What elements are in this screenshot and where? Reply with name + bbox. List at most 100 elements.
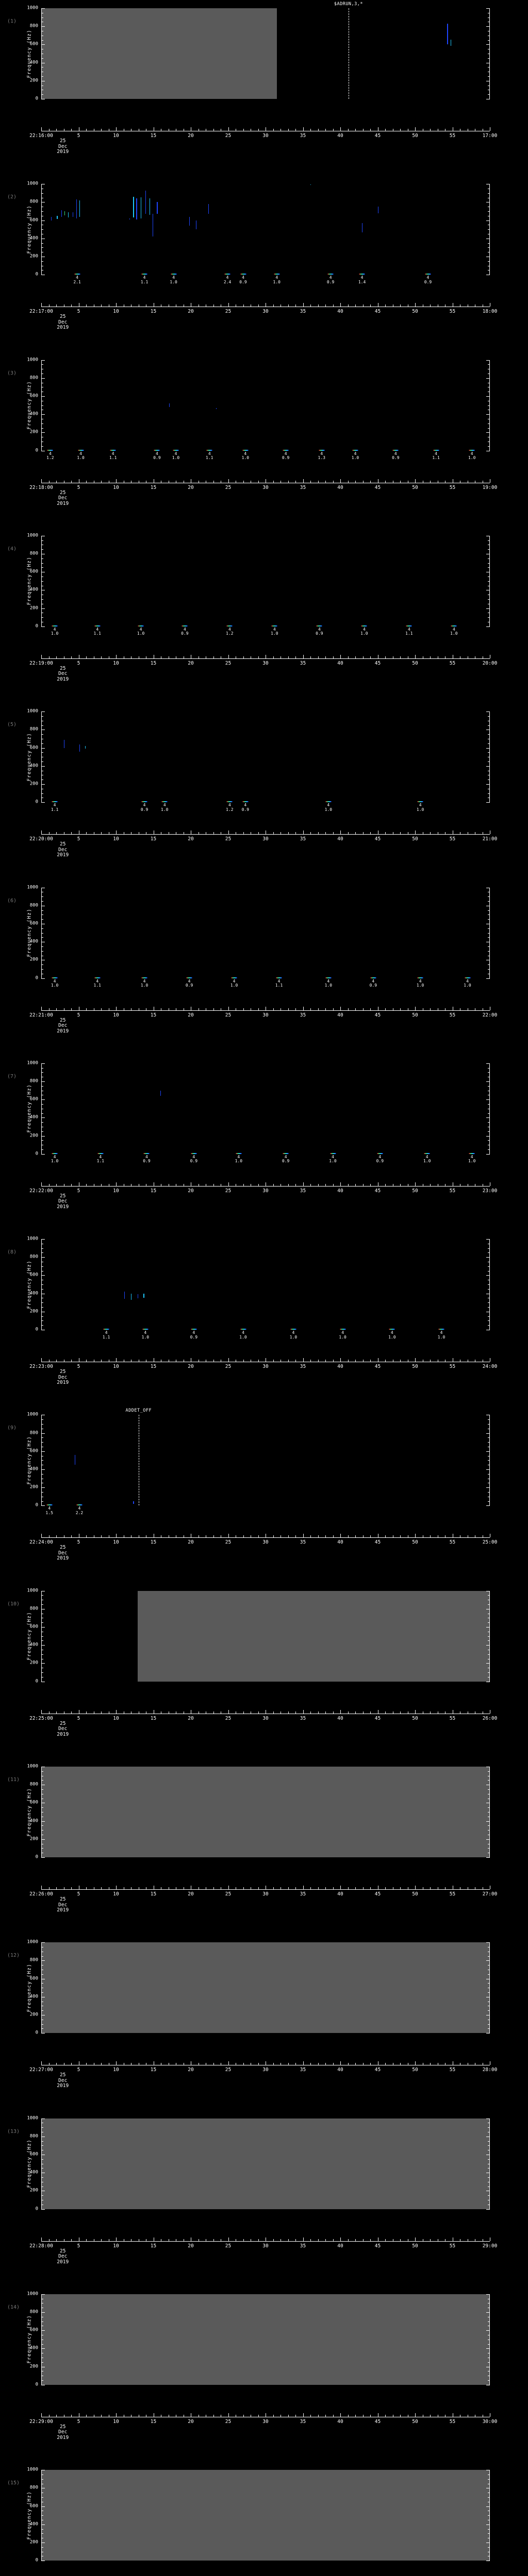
x-axis-tick-label: 5 bbox=[77, 484, 80, 490]
x-tick bbox=[333, 1008, 334, 1010]
detection-mark-label: 4 0.9 bbox=[424, 276, 432, 284]
detection-mark-label: 4 1.0 bbox=[329, 1155, 336, 1164]
x-tick bbox=[385, 832, 386, 835]
detection-mark-label: 4 0.9 bbox=[141, 803, 148, 812]
x-tick bbox=[385, 1360, 386, 1362]
detection-value: 1.0 bbox=[339, 1334, 346, 1340]
y-tick bbox=[486, 360, 490, 361]
y-tick bbox=[486, 1505, 490, 1506]
y-tick bbox=[488, 2515, 490, 2516]
y-tick bbox=[486, 2524, 490, 2525]
x-axis-tick-label: 45 bbox=[374, 2067, 381, 2073]
detection-mark bbox=[94, 977, 101, 978]
y-tick bbox=[41, 1960, 45, 1961]
detection-mark bbox=[52, 977, 58, 978]
x-tick bbox=[310, 1360, 311, 1362]
x-tick bbox=[385, 2414, 386, 2417]
mask-region bbox=[41, 2470, 490, 2561]
x-tick bbox=[56, 304, 57, 307]
y-tick bbox=[488, 716, 490, 717]
detection-mark bbox=[319, 449, 325, 451]
x-tick bbox=[362, 1711, 364, 1714]
x-tick bbox=[415, 1886, 416, 1889]
x-tick bbox=[430, 304, 431, 307]
x-tick bbox=[445, 304, 446, 307]
x-tick bbox=[348, 656, 349, 658]
x-tick bbox=[273, 656, 274, 658]
panel-14: (14) Frequency (Hz) 0 200 400 600 800 1000 22:29… bbox=[0, 2286, 528, 2462]
x-tick bbox=[340, 2061, 341, 2065]
detection-mark bbox=[161, 801, 168, 803]
x-axis-tick-label: 50 bbox=[412, 660, 418, 666]
y-tick bbox=[488, 2028, 490, 2029]
y-tick bbox=[41, 910, 43, 911]
detection-mark bbox=[78, 449, 84, 451]
x-tick bbox=[243, 1711, 244, 1714]
x-tick bbox=[213, 2239, 214, 2241]
detection-mark bbox=[47, 449, 53, 451]
x-tick bbox=[86, 1008, 87, 1010]
x-tick bbox=[318, 1887, 319, 1889]
x-axis-tick-label: 20 bbox=[188, 2243, 194, 2249]
y-tick bbox=[41, 1437, 43, 1438]
x-tick bbox=[348, 1183, 349, 1186]
detection-mark-label: 4 1.1 bbox=[109, 451, 117, 461]
detection-count: 4 bbox=[277, 978, 280, 984]
plot-area: 0 200 400 600 800 1000 4 1.0 4 1.1 4 0.9 4 0.9 4 1.0 4 0.… bbox=[27, 1061, 490, 1163]
detection-count: 4 bbox=[320, 451, 323, 456]
y-tick bbox=[41, 1627, 45, 1628]
detection-mark bbox=[94, 625, 101, 626]
x-tick bbox=[288, 2239, 289, 2241]
detection-mark-label: 4 1.0 bbox=[468, 1155, 475, 1164]
detection-count: 4 bbox=[372, 978, 375, 984]
detection-mark bbox=[433, 449, 439, 451]
x-tick bbox=[280, 1008, 281, 1010]
x-axis-tick-label: 40 bbox=[337, 1891, 343, 1897]
x-tick bbox=[385, 2239, 386, 2241]
y-tick bbox=[488, 2321, 490, 2322]
y-tick bbox=[41, 1257, 45, 1258]
y-tick-label: 600 bbox=[29, 569, 38, 574]
x-tick bbox=[86, 304, 87, 307]
x-tick bbox=[280, 129, 281, 131]
date-line: Dec bbox=[58, 143, 68, 149]
x-tick bbox=[430, 1360, 431, 1362]
y-tick-label: 600 bbox=[29, 1800, 38, 1805]
date-line: 2019 bbox=[57, 2434, 69, 2441]
x-tick bbox=[56, 1887, 57, 1889]
x-axis-tick-label: 55 bbox=[449, 2418, 456, 2425]
y-tick bbox=[486, 2506, 490, 2507]
plot-area: 0 200 400 600 800 1000 4 1.0 4 1.1 4 1.0 4 0.9 4 1.0 4 1.… bbox=[27, 885, 490, 988]
y-tick bbox=[41, 1284, 43, 1285]
mask-region bbox=[41, 1767, 490, 1857]
y-tick bbox=[486, 1942, 490, 1943]
x-tick bbox=[325, 2239, 326, 2241]
x-tick bbox=[370, 129, 371, 131]
x-axis-tick-label: 15 bbox=[150, 1012, 157, 1018]
detection-trace bbox=[133, 196, 134, 218]
detection-value: 1.3 bbox=[318, 455, 325, 461]
y-tick bbox=[41, 378, 45, 379]
detection-mark bbox=[327, 274, 334, 275]
date-line: 2019 bbox=[57, 1555, 69, 1562]
detection-value: 1.0 bbox=[450, 631, 458, 636]
y-axis-label-text: Frequency (Hz) bbox=[26, 733, 32, 782]
detection-mark bbox=[425, 274, 431, 275]
x-axis-tick-label: 55 bbox=[449, 836, 456, 842]
y-tick bbox=[41, 802, 45, 803]
detection-mark-label: 4 2.1 bbox=[73, 276, 80, 284]
detection-count: 4 bbox=[284, 1154, 287, 1159]
x-tick bbox=[362, 2063, 364, 2065]
x-axis-tick-label: 10 bbox=[113, 1891, 119, 1897]
y-tick bbox=[488, 1289, 490, 1290]
x-tick bbox=[310, 304, 311, 307]
y-tick bbox=[488, 1307, 490, 1308]
y-tick-label: 0 bbox=[35, 448, 38, 453]
detection-mark-label: 4 1.0 bbox=[142, 1331, 149, 1340]
x-axis-date-label: 25 Dec 2019 bbox=[57, 1721, 69, 1738]
y-axis-label-text: Frequency (Hz) bbox=[26, 2139, 32, 2188]
x-tick bbox=[310, 1711, 311, 1714]
x-tick bbox=[348, 1360, 349, 1362]
detection-mark-label: 4 1.1 bbox=[103, 1331, 110, 1340]
detection-mark bbox=[316, 625, 322, 626]
